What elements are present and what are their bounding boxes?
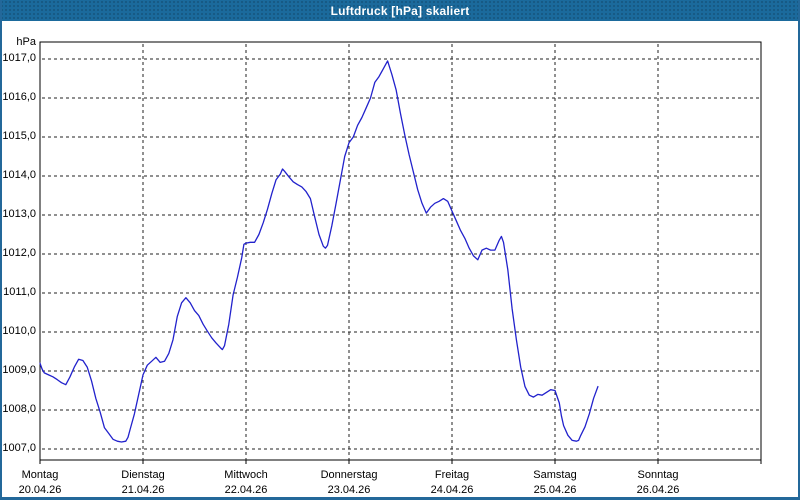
x-axis-weekday-label: Sonntag [637, 469, 679, 481]
window-title: Luftdruck [hPa] skaliert [330, 3, 470, 18]
y-axis-tick-label: 1014,0 [2, 169, 36, 181]
x-axis-date-label: 20.04.26 [18, 484, 62, 496]
y-axis-tick-label: 1010,0 [2, 325, 36, 337]
y-axis-tick-label: 1016,0 [2, 91, 36, 103]
x-axis-weekday-label: Samstag [533, 469, 577, 481]
y-axis-tick-label: 1009,0 [2, 364, 36, 376]
window-border-left [0, 0, 2, 500]
y-axis-tick-label: 1017,0 [2, 52, 36, 64]
x-axis-weekday-label: Freitag [434, 469, 470, 481]
y-axis-tick-label: 1013,0 [2, 208, 36, 220]
title-bar[interactable]: Luftdruck [hPa] skaliert [0, 0, 800, 21]
y-axis-tick-label: 1008,0 [2, 403, 36, 415]
pressure-series-line [39, 60, 599, 443]
x-axis-date-label: 21.04.26 [121, 484, 165, 496]
y-axis-tick-label: 1011,0 [3, 286, 36, 298]
x-axis-weekday-label: Mittwoch [224, 469, 268, 481]
x-axis-weekday-label: Donnerstag [320, 469, 378, 481]
x-axis-date-label: 22.04.26 [224, 484, 268, 496]
x-axis-date-label: 26.04.26 [636, 484, 680, 496]
plot-border [39, 41, 762, 461]
x-axis-weekday-label: Dienstag [121, 469, 165, 481]
window-border-bottom [0, 497, 800, 500]
y-axis-unit-label: hPa [16, 36, 36, 48]
x-axis-date-label: 24.04.26 [430, 484, 474, 496]
x-axis-date-label: 25.04.26 [533, 484, 577, 496]
y-axis-tick-label: 1015,0 [2, 130, 36, 142]
x-axis-date-label: 23.04.26 [327, 484, 371, 496]
window-border-right [798, 0, 800, 500]
y-axis-tick-label: 1007,0 [2, 442, 36, 454]
y-axis-tick-label: 1012,0 [2, 247, 36, 259]
x-axis-weekday-label: Montag [21, 469, 59, 481]
